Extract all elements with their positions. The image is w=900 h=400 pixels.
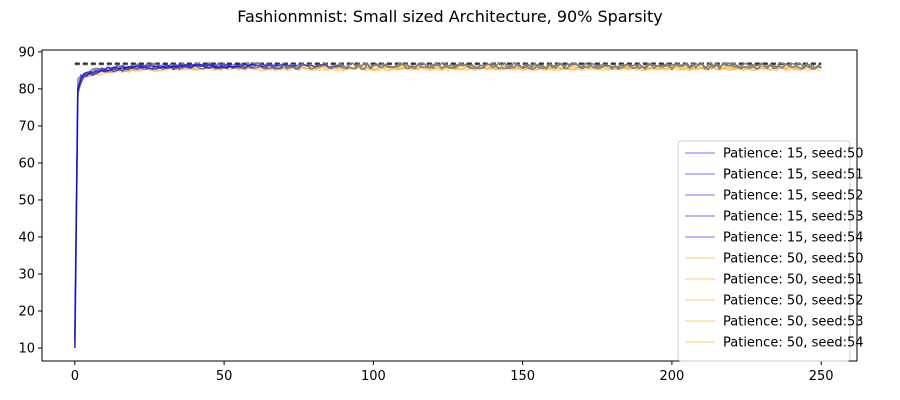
- legend-label: Patience: 15, seed:52: [723, 189, 864, 204]
- legend-label: Patience: 15, seed:54: [723, 231, 864, 246]
- axes: 0 50 100 150 200 250 10 20 30 40 50 60 70 80 90: [18, 45, 858, 384]
- legend-label: Patience: 50, seed:54: [723, 336, 864, 351]
- series-line: [74, 65, 240, 345]
- x-tick-label: 250: [809, 369, 834, 384]
- legend-label: Patience: 50, seed:50: [723, 252, 864, 267]
- x-tick-label: 0: [71, 369, 79, 384]
- plot-area: [74, 61, 822, 349]
- legend-label: Patience: 15, seed:50: [723, 147, 864, 162]
- legend-label: Patience: 50, seed:52: [723, 294, 864, 309]
- series-line: [74, 65, 285, 349]
- y-tick-label: 30: [18, 267, 35, 282]
- legend: Patience: 15, seed:50 Patience: 15, seed:…: [677, 140, 864, 362]
- y-tick-label: 60: [18, 156, 35, 171]
- y-tick-label: 70: [18, 119, 35, 134]
- y-tick-label: 10: [18, 342, 35, 357]
- legend-label: Patience: 15, seed:53: [723, 210, 864, 225]
- x-tick-label: 50: [216, 369, 233, 384]
- x-tick-label: 100: [361, 369, 386, 384]
- series-line: [74, 63, 255, 349]
- legend-label: Patience: 50, seed:51: [723, 273, 864, 288]
- y-tick-label: 20: [18, 305, 35, 320]
- x-tick-label: 150: [510, 369, 535, 384]
- legend-label: Patience: 15, seed:51: [723, 168, 864, 183]
- y-tick-label: 40: [18, 230, 35, 245]
- chart-title: Fashionmnist: Small sized Architecture, …: [237, 7, 662, 26]
- legend-box: [677, 140, 851, 362]
- y-tick-label: 90: [18, 45, 35, 60]
- x-tick-label: 200: [659, 369, 684, 384]
- legend-label: Patience: 50, seed:53: [723, 315, 864, 330]
- y-tick-label: 50: [18, 193, 35, 208]
- series-line: [74, 63, 344, 337]
- y-tick-label: 80: [18, 82, 35, 97]
- series-line: [74, 63, 300, 341]
- axes-frame: [41, 49, 858, 362]
